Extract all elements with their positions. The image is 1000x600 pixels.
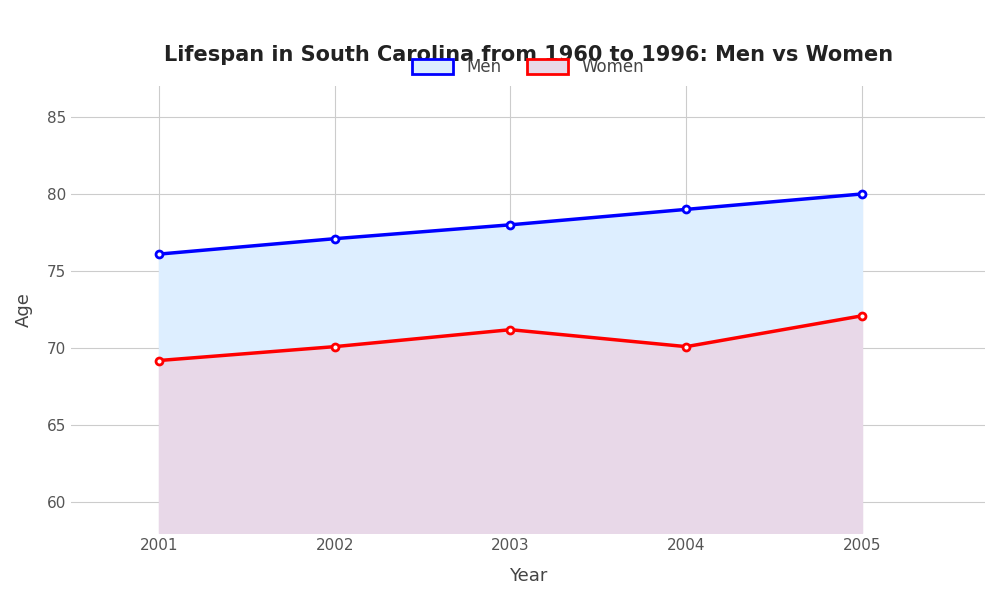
Legend: Men, Women: Men, Women — [403, 50, 653, 84]
Y-axis label: Age: Age — [15, 292, 33, 327]
X-axis label: Year: Year — [509, 567, 547, 585]
Title: Lifespan in South Carolina from 1960 to 1996: Men vs Women: Lifespan in South Carolina from 1960 to … — [164, 45, 893, 65]
